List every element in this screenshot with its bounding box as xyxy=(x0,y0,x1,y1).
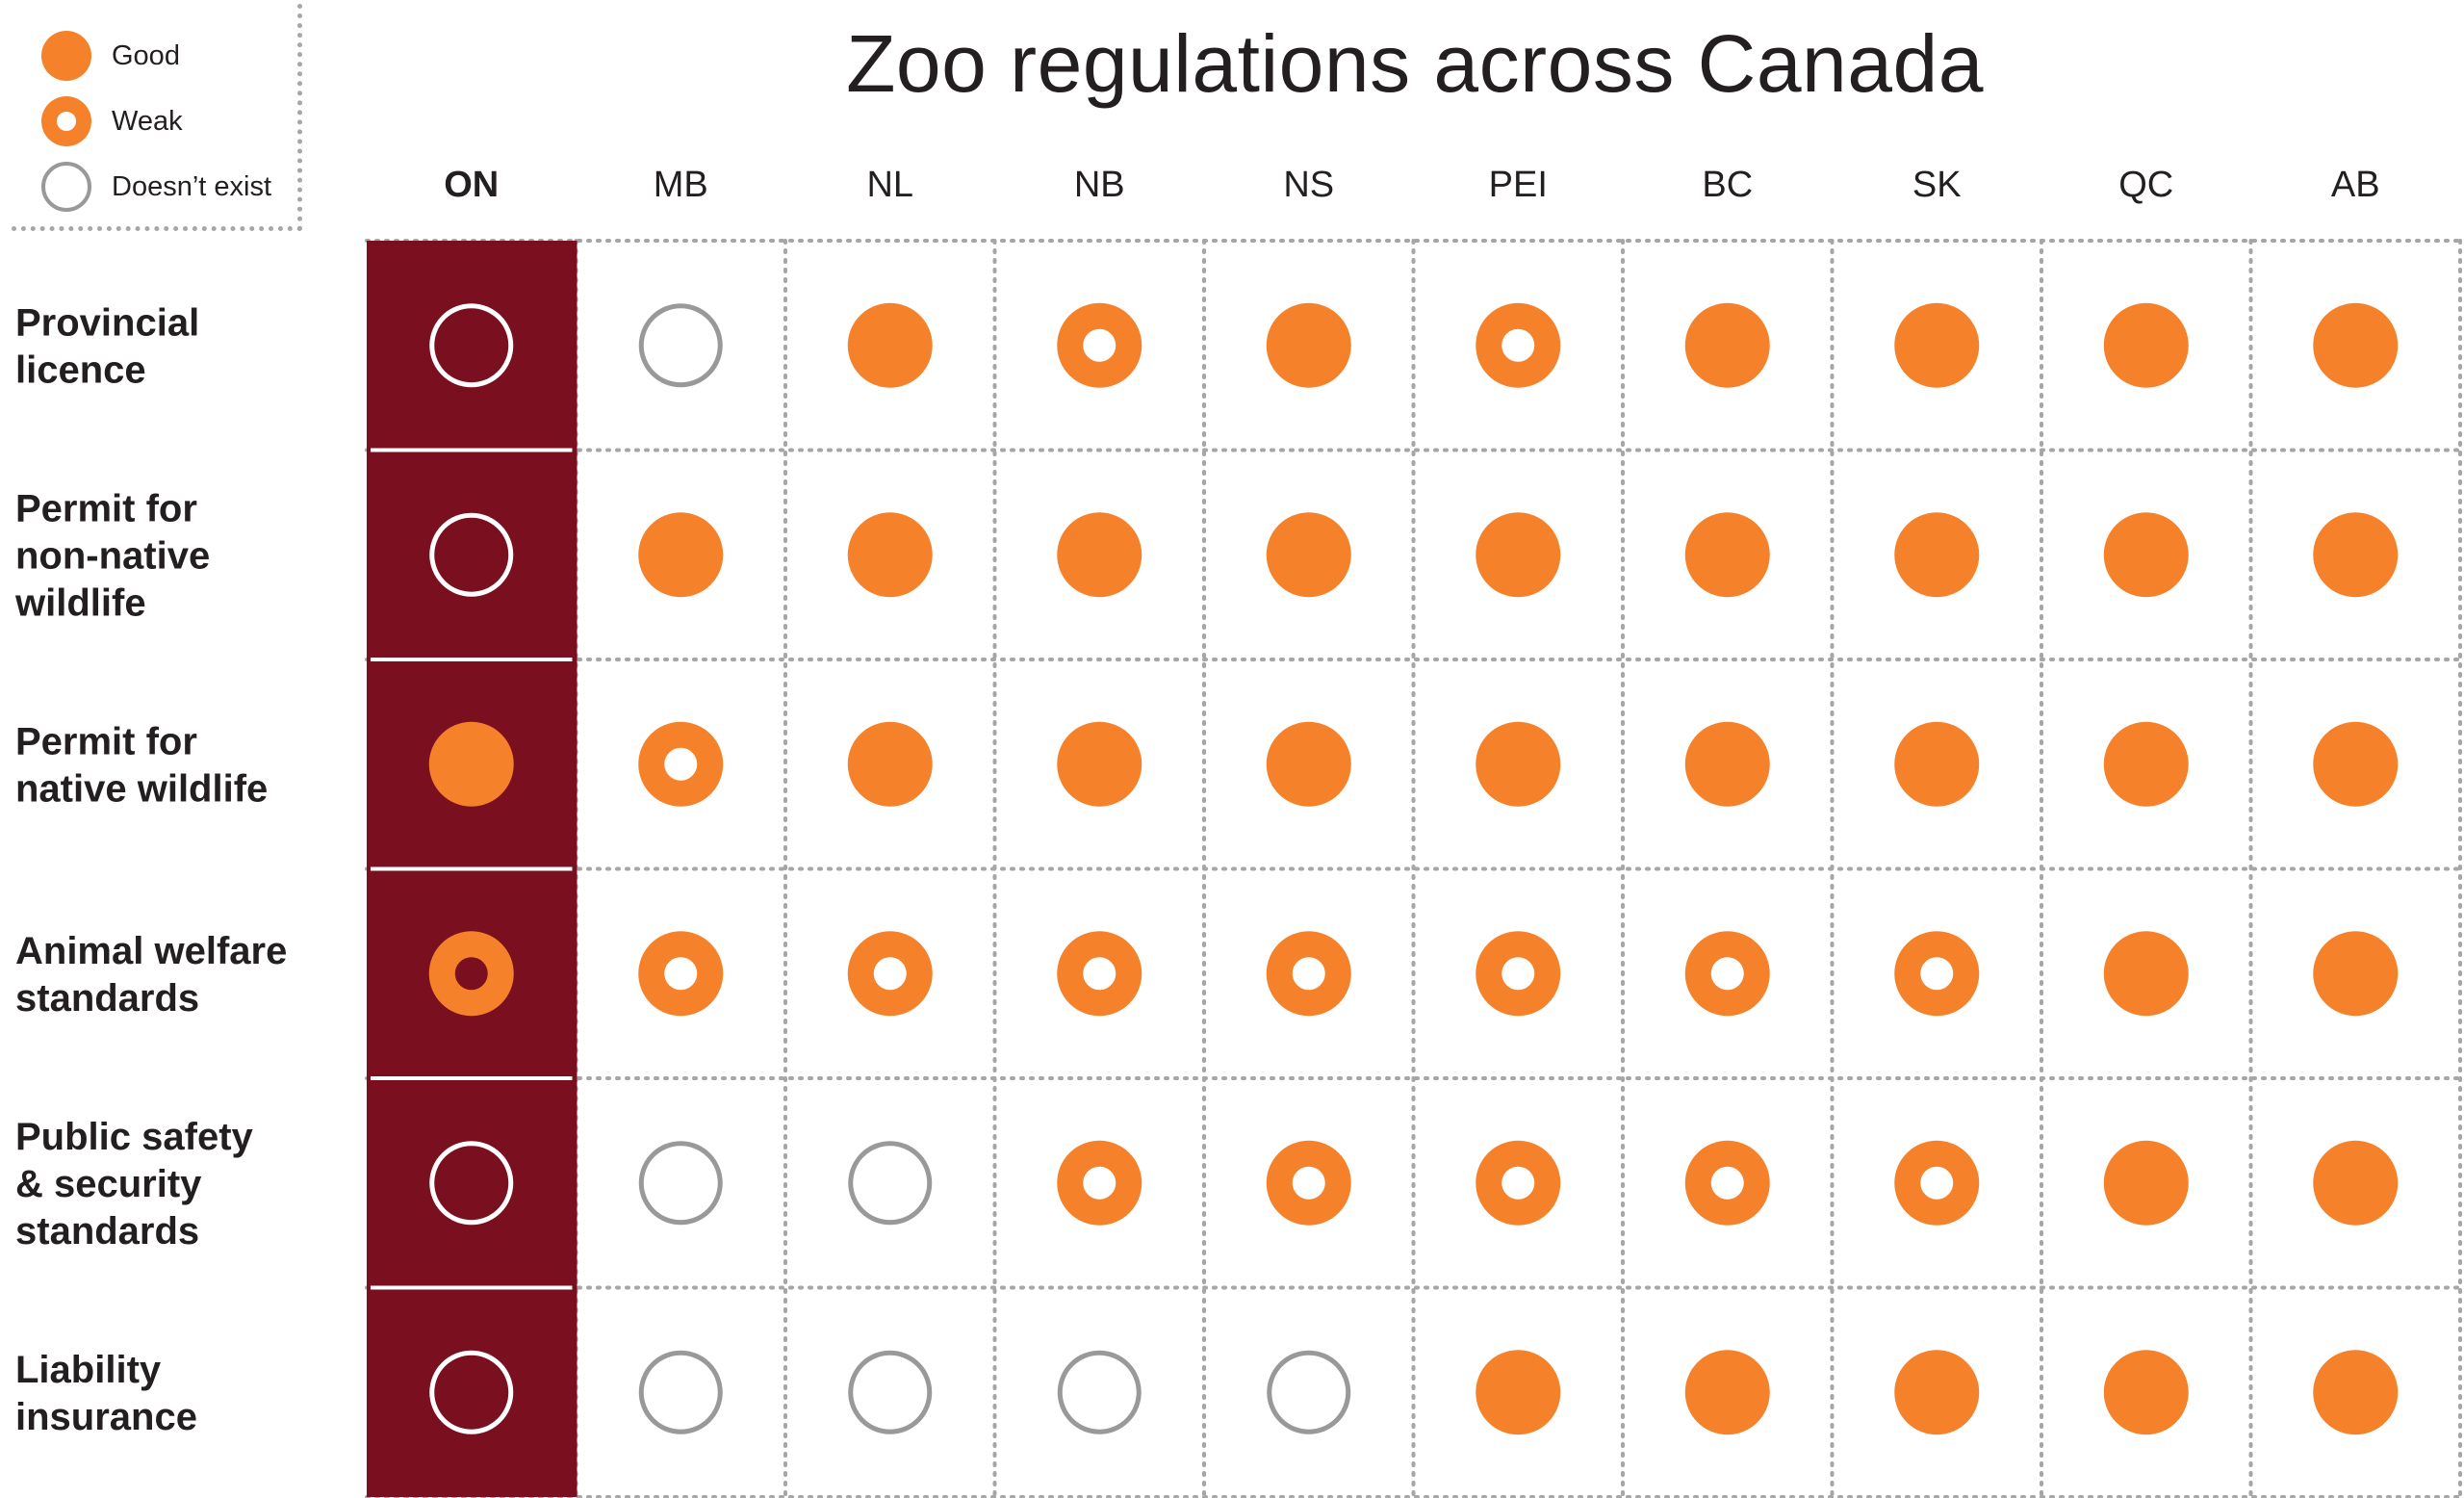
weak-mark-center xyxy=(664,957,698,991)
good-mark xyxy=(2313,721,2399,807)
legend: Good Weak Doesn’t exist xyxy=(12,4,302,231)
good-mark xyxy=(2103,1140,2189,1226)
good-mark xyxy=(1894,1350,1980,1435)
none-mark xyxy=(429,303,514,388)
good-mark xyxy=(1684,721,1770,807)
legend-item-good: Good xyxy=(38,27,180,85)
column-header-nb: NB xyxy=(1074,165,1125,205)
none-mark xyxy=(429,512,514,597)
none-mark xyxy=(848,1141,933,1226)
good-mark xyxy=(2103,1350,2189,1435)
good-mark xyxy=(2103,931,2189,1017)
good-mark xyxy=(2103,302,2189,388)
legend-label-weak: Weak xyxy=(112,105,183,137)
none-mark xyxy=(638,303,723,388)
weak-mark-center xyxy=(1083,1166,1116,1200)
good-mark xyxy=(1266,302,1351,388)
good-mark xyxy=(2313,931,2399,1017)
row-label-line: Animal welfare xyxy=(15,930,287,972)
weak-mark-center xyxy=(1502,1166,1535,1200)
row-label-line: insurance xyxy=(15,1396,197,1438)
row-label-line: standards xyxy=(15,977,199,1020)
none-mark xyxy=(638,1350,723,1434)
row-label-line: standards xyxy=(15,1210,199,1253)
column-header-mb: MB xyxy=(654,165,708,205)
weak-mark-center xyxy=(1083,957,1116,991)
column-header-pei: PEI xyxy=(1489,165,1548,205)
row-label-line: Permit for xyxy=(15,720,197,762)
legend-item-none: Doesn’t exist xyxy=(38,158,271,216)
column-header-nl: NL xyxy=(866,165,913,205)
good-mark xyxy=(1057,721,1142,807)
row-label-line: Public safety xyxy=(15,1116,254,1158)
good-mark xyxy=(428,721,514,807)
good-mark xyxy=(1894,512,1980,598)
row-label-line: & security xyxy=(15,1163,202,1205)
weak-mark-center xyxy=(1502,328,1535,362)
good-mark xyxy=(1894,721,1980,807)
row-label-line: non-native xyxy=(15,534,210,577)
good-mark xyxy=(1057,512,1142,598)
good-mark xyxy=(1266,512,1351,598)
none-mark xyxy=(429,1141,514,1226)
good-mark xyxy=(847,302,933,388)
good-mark xyxy=(1684,512,1770,598)
column-header-bc: BC xyxy=(1702,165,1753,205)
row-label-line: wildlife xyxy=(14,581,146,624)
good-mark xyxy=(2103,512,2189,598)
none-mark xyxy=(638,1141,723,1226)
legend-label-none: Doesn’t exist xyxy=(112,170,272,202)
good-mark xyxy=(1476,721,1561,807)
good-mark xyxy=(2313,302,2399,388)
column-header-ab: AB xyxy=(2331,165,2380,205)
good-mark xyxy=(2313,1140,2399,1226)
empty-circle-icon xyxy=(41,162,91,212)
good-mark xyxy=(1476,512,1561,598)
row-label-line: native wildlife xyxy=(15,767,268,810)
none-mark xyxy=(1267,1350,1351,1434)
weak-mark-center xyxy=(1292,957,1325,991)
chart-title: Zoo regulations across Canada xyxy=(846,18,1984,109)
column-header-sk: SK xyxy=(1912,165,1962,205)
column-header-ns: NS xyxy=(1283,165,1334,205)
weak-mark-center xyxy=(454,957,488,991)
good-mark xyxy=(1266,721,1351,807)
row-label-line: Permit for xyxy=(15,487,197,529)
good-mark xyxy=(638,512,724,598)
good-mark xyxy=(2313,1350,2399,1435)
good-mark xyxy=(1476,1350,1561,1435)
weak-mark-center xyxy=(1083,328,1116,362)
row-label-line: licence xyxy=(15,349,146,391)
column-header-on: ON xyxy=(444,165,499,205)
column-header-qc: QC xyxy=(2118,165,2173,205)
weak-mark-center xyxy=(1920,957,1954,991)
weak-mark-center xyxy=(1292,1166,1325,1200)
weak-mark-center xyxy=(873,957,907,991)
weak-mark-center xyxy=(664,747,698,781)
good-symbol-icon xyxy=(41,31,91,81)
none-mark xyxy=(1057,1350,1142,1434)
good-mark xyxy=(1684,1350,1770,1435)
weak-mark-center xyxy=(1920,1166,1954,1200)
good-mark xyxy=(2103,721,2189,807)
none-mark xyxy=(429,1350,514,1434)
good-mark xyxy=(847,721,933,807)
row-label-line: Liability xyxy=(15,1349,162,1391)
row-label-line: Provincial xyxy=(15,301,199,344)
good-mark xyxy=(2313,512,2399,598)
weak-mark-center xyxy=(1710,1166,1744,1200)
weak-symbol-icon xyxy=(41,96,91,146)
none-mark xyxy=(848,1350,933,1434)
good-mark xyxy=(847,512,933,598)
good-mark xyxy=(1894,302,1980,388)
weak-mark-center xyxy=(1710,957,1744,991)
weak-mark-center xyxy=(1502,957,1535,991)
legend-label-good: Good xyxy=(112,39,180,71)
good-mark xyxy=(1684,302,1770,388)
legend-item-weak: Weak xyxy=(38,92,183,150)
